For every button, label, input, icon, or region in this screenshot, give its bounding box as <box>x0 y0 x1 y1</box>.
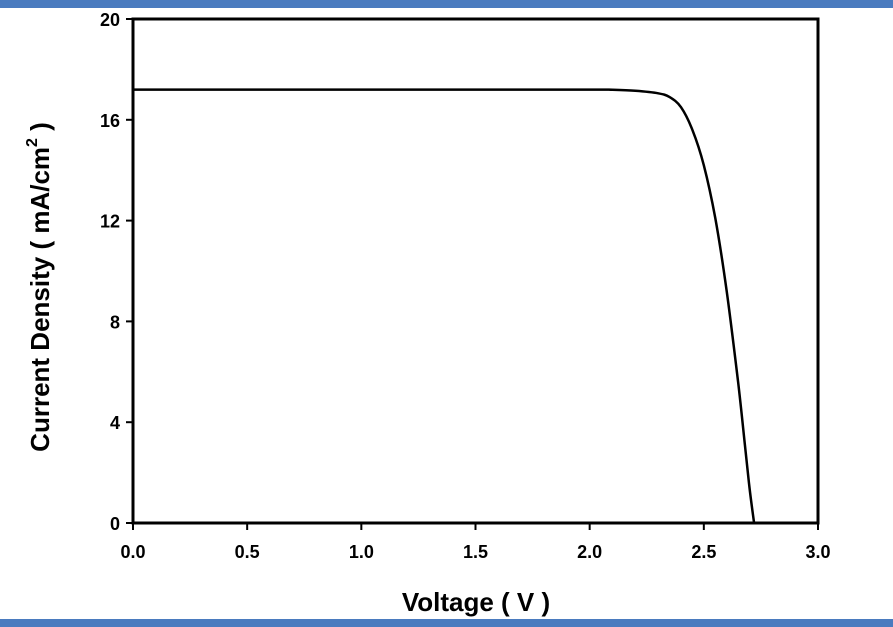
y-axis-ticks: 0 4 8 12 16 20 <box>100 10 133 534</box>
x-axis-title: Voltage ( V ) <box>402 587 550 617</box>
series-line <box>133 88 756 524</box>
y-axis-title-end: ) <box>25 122 55 138</box>
y-axis-title-superscript: 2 <box>24 138 41 147</box>
x-tick-label: 1.0 <box>349 542 374 562</box>
y-axis-title-main: Current Density ( mA/cm <box>25 147 55 452</box>
x-tick-label: 2.5 <box>691 542 716 562</box>
x-tick-label: 0.5 <box>235 542 260 562</box>
x-tick-label: 2.0 <box>577 542 602 562</box>
x-axis-ticks: 0.0 0.5 1.0 1.5 2.0 2.5 3.0 <box>120 523 831 562</box>
plot-frame <box>131 17 820 525</box>
y-tick-label: 4 <box>110 413 120 433</box>
y-tick-label: 0 <box>110 514 120 534</box>
y-tick-label: 20 <box>100 10 120 30</box>
y-tick-label: 16 <box>100 111 120 131</box>
x-tick-label: 1.5 <box>463 542 488 562</box>
x-tick-label: 3.0 <box>805 542 830 562</box>
x-tick-label: 0.0 <box>120 542 145 562</box>
top-accent-band <box>0 0 893 8</box>
y-tick-label: 8 <box>110 312 120 332</box>
bottom-accent-band <box>0 619 893 627</box>
y-tick-label: 12 <box>100 212 120 232</box>
y-axis-title: Current Density ( mA/cm2 ) <box>24 122 55 452</box>
